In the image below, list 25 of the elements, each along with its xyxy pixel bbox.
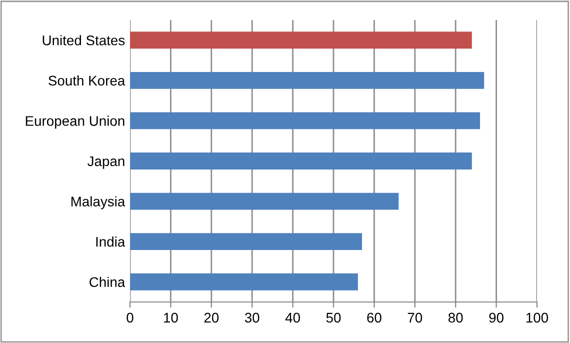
y-tick-label: South Korea (48, 75, 126, 86)
x-tick-label: 90 (489, 312, 504, 323)
y-tick-label: United States (42, 35, 125, 46)
x-tick-label: 10 (164, 312, 178, 323)
x-tick-label: 50 (326, 312, 341, 323)
x-tick-label: 60 (367, 312, 382, 323)
bar (130, 32, 472, 49)
y-tick-label: China (90, 276, 126, 288)
bar (130, 112, 480, 130)
bar (130, 273, 358, 290)
y-tick-label: European Union (26, 116, 124, 129)
bar (130, 72, 484, 89)
x-tick-label: 0 (126, 312, 134, 323)
bar (130, 192, 399, 210)
y-tick-label: Japan (88, 156, 124, 169)
x-tick-label: 30 (244, 312, 260, 323)
y-tick-label: Malaysia (71, 196, 126, 210)
x-tick-label: 70 (408, 312, 422, 323)
x-tick-label: 20 (204, 312, 219, 323)
bar (130, 152, 472, 170)
x-tick-label: 40 (285, 312, 300, 323)
x-tick-label: 80 (448, 312, 463, 323)
y-tick-label: India (96, 236, 126, 247)
x-tick-label: 100 (526, 312, 548, 323)
bar (130, 233, 362, 250)
